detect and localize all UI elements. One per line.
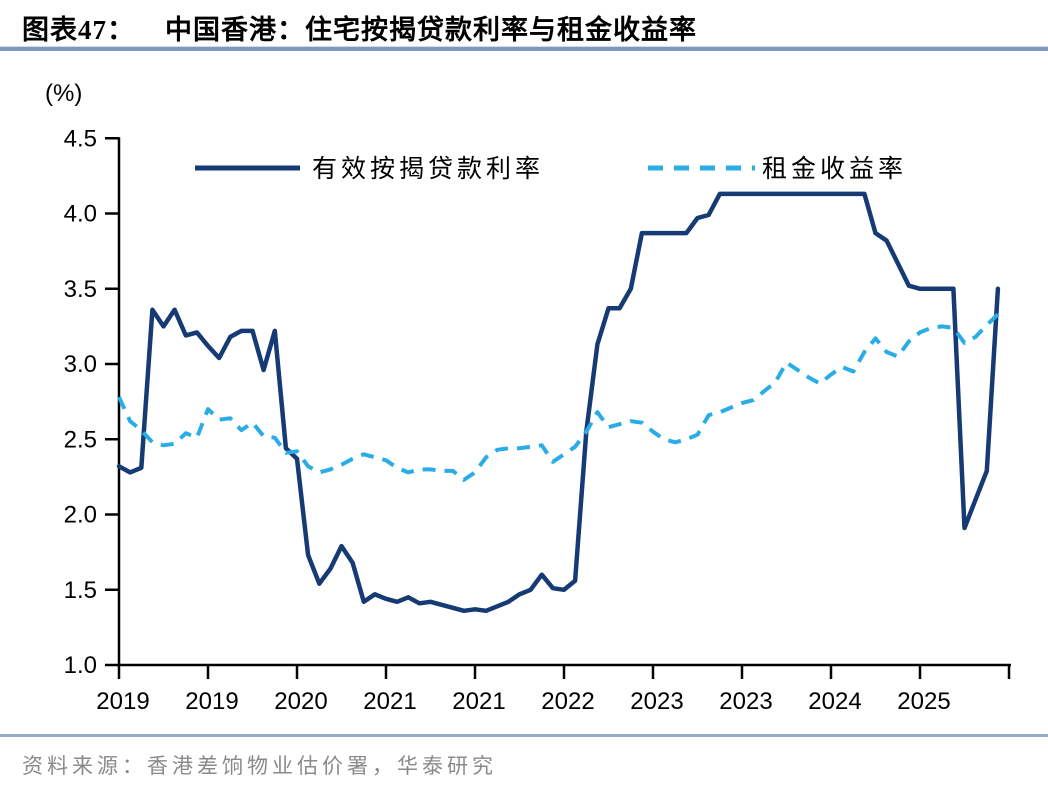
- x-tick-label: 2024: [808, 688, 861, 715]
- y-tick-label: 4.5: [64, 125, 97, 152]
- x-tick-label: 2019: [96, 688, 149, 715]
- legend-label-mortgage-rate: 有效按揭贷款利率: [312, 155, 544, 183]
- y-tick-label: 4.0: [64, 201, 97, 228]
- y-tick-label: 3.5: [64, 276, 97, 303]
- y-tick-label: 1.0: [64, 652, 97, 679]
- x-tick-label: 2025: [897, 688, 950, 715]
- x-tick-label: 2023: [719, 688, 772, 715]
- legend-label-rental-yield: 租金收益率: [762, 155, 907, 183]
- figure-title-row: 图表47： 中国香港：住宅按揭贷款利率与租金收益率: [22, 8, 1038, 47]
- y-tick-label: 2.5: [64, 426, 97, 453]
- source-divider: [0, 734, 1048, 737]
- figure-number: 图表47：: [22, 15, 135, 45]
- y-tick-label: 3.0: [64, 351, 97, 378]
- x-tick-label: 2020: [274, 688, 327, 715]
- y-tick-label: 2.0: [64, 502, 97, 529]
- x-tick-label: 2019: [185, 688, 238, 715]
- mortgage-rate-line: [116, 191, 1001, 614]
- source-note: 资料来源：香港差饷物业估价署，华泰研究: [22, 754, 497, 778]
- y-tick-label: 1.5: [64, 577, 97, 604]
- x-tick-label: 2021: [363, 688, 416, 715]
- x-tick-label: 2022: [541, 688, 594, 715]
- x-tick-label: 2023: [630, 688, 683, 715]
- y-axis-unit-label: (%): [45, 80, 82, 107]
- rental-yield-line: [117, 312, 1000, 482]
- x-tick-label: 2021: [452, 688, 505, 715]
- title-divider: [0, 46, 1048, 51]
- page-title: 中国香港：住宅按揭贷款利率与租金收益率: [165, 15, 697, 45]
